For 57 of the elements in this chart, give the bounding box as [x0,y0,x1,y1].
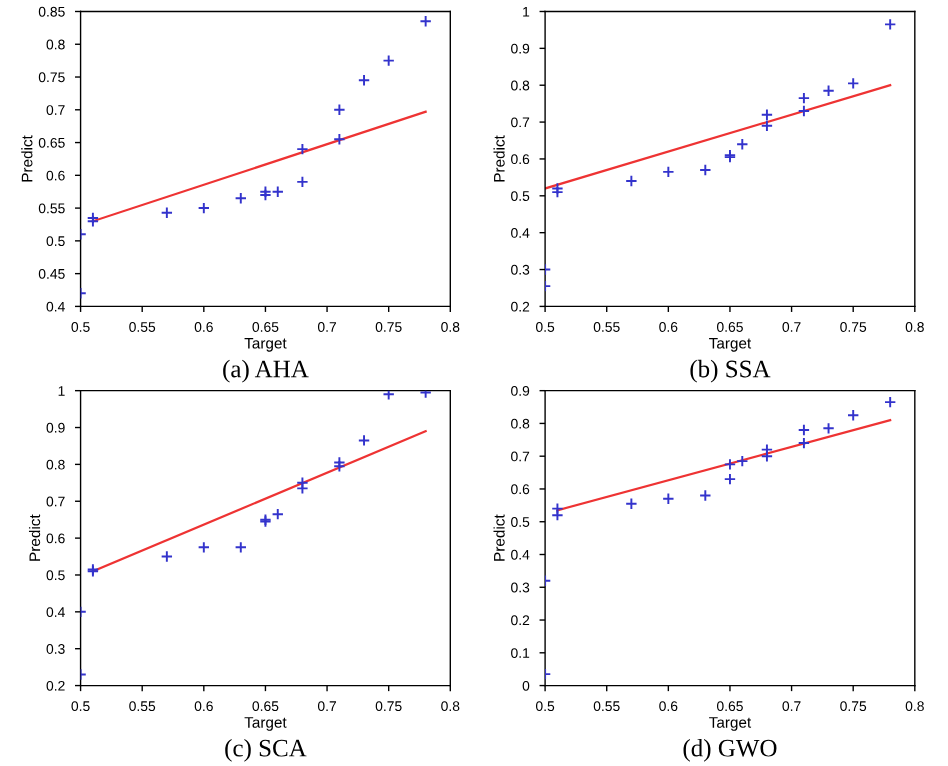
point [160,550,174,563]
point [197,541,210,554]
point [797,436,811,450]
point [723,472,737,486]
text: (d) GWO [683,739,777,762]
point [662,165,675,179]
point [419,15,432,28]
point [296,482,309,495]
point [333,103,346,116]
point [736,138,749,151]
point [86,215,100,228]
text: (c) SCA [225,739,307,762]
point [625,174,638,188]
point [736,454,749,468]
point [625,497,638,510]
point [797,423,811,437]
point [797,91,811,105]
point [382,54,395,67]
point [760,443,774,456]
point [760,450,774,463]
point [699,489,712,502]
point [234,541,247,554]
point [847,77,860,90]
point [357,434,371,447]
point [760,119,774,132]
point [296,476,309,489]
point [847,409,860,422]
point [234,192,247,205]
point [551,509,564,522]
point [259,185,272,198]
point [760,108,774,121]
point [382,390,395,401]
point [259,188,272,202]
point [357,74,371,87]
point [797,104,811,118]
point [333,133,346,146]
point [822,84,835,97]
point [197,201,210,215]
point [822,422,835,435]
point [86,211,100,225]
text: (b) SSA [690,359,771,383]
point [884,395,897,409]
point [271,507,284,521]
point [723,458,737,471]
point [160,206,174,219]
point [662,492,675,505]
point [296,142,309,156]
point [551,182,564,195]
point [551,185,564,199]
point [271,185,284,198]
point [699,163,712,177]
text: (a) AHA [223,359,309,383]
point [551,502,564,515]
point [333,456,346,469]
point [333,460,346,473]
point [296,175,309,189]
point [884,18,897,31]
